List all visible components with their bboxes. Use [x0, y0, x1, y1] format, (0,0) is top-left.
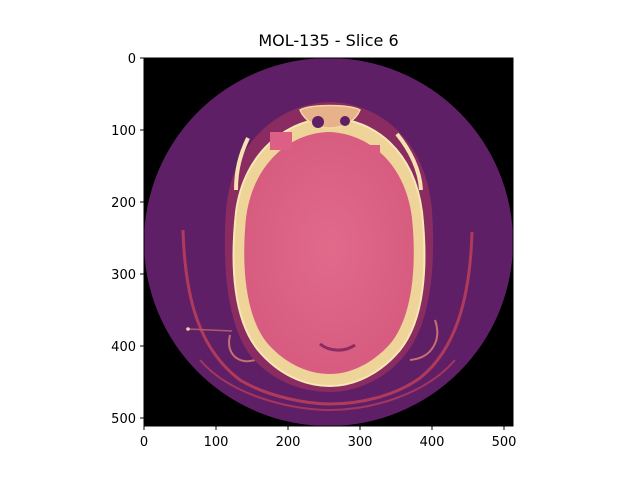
support-right [409, 319, 439, 361]
temporal-bone-left [234, 137, 250, 191]
x-tick-label: 100 [204, 435, 229, 450]
y-tick-label: 0 [128, 52, 136, 67]
x-axis: 0 100 200 300 400 500 [140, 426, 517, 450]
y-tick-label: 100 [111, 124, 136, 139]
plot-title: MOL-135 - Slice 6 [258, 31, 399, 50]
brain-tissue [244, 132, 414, 374]
support-line [187, 328, 233, 332]
cavity-right [362, 145, 380, 153]
table-curve-lower [199, 359, 456, 412]
x-tick-label: 500 [492, 435, 517, 450]
cavity-left [270, 132, 292, 150]
y-tick-label: 200 [111, 196, 136, 211]
ct-image [144, 58, 513, 426]
marker-dot [186, 327, 190, 331]
y-axis: 0 100 200 300 400 500 [111, 52, 144, 427]
sinus-left [312, 116, 324, 128]
temporal-bone-right [395, 132, 423, 191]
x-tick-label: 300 [348, 435, 373, 450]
x-tick-label: 200 [276, 435, 301, 450]
table-curve-outer [181, 229, 474, 406]
sinus-right [340, 116, 350, 126]
occipital-detail [319, 342, 356, 352]
y-tick-label: 500 [111, 412, 136, 427]
x-tick-label: 400 [420, 435, 445, 450]
x-tick-label: 0 [140, 435, 148, 450]
support-left [228, 334, 256, 363]
y-tick-label: 400 [111, 340, 136, 355]
y-tick-label: 300 [111, 268, 136, 283]
axes-frame [143, 57, 514, 427]
